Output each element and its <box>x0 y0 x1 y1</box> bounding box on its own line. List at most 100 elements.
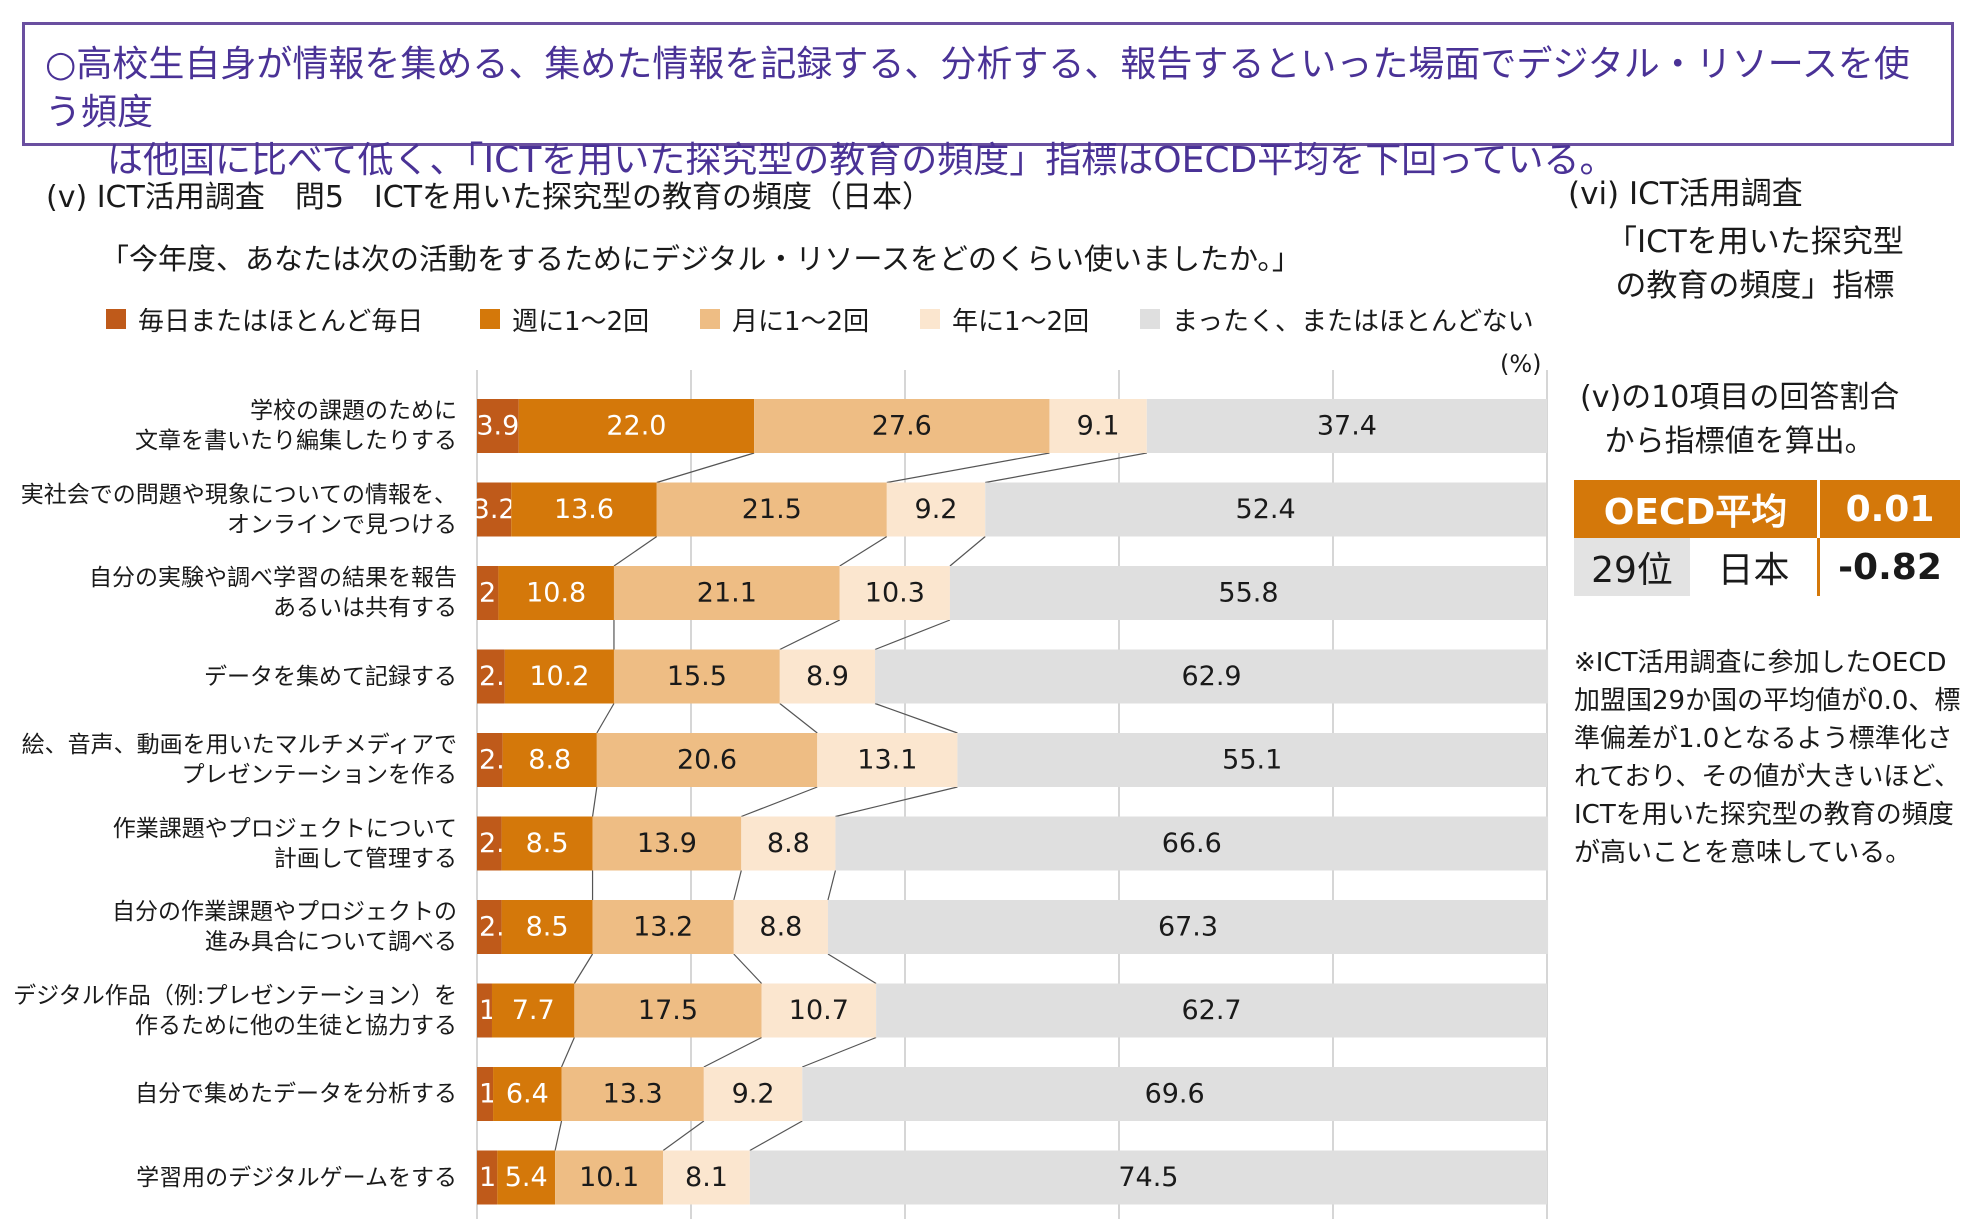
data-label: 15.5 <box>667 661 727 692</box>
connector-line <box>827 953 877 985</box>
data-label: 62.7 <box>1181 995 1241 1026</box>
data-label: 3.9 <box>476 411 519 442</box>
data-label: 37.4 <box>1317 411 1377 442</box>
japan-rank: 29位 <box>1574 538 1690 596</box>
data-label: 55.1 <box>1222 745 1282 776</box>
data-label: 13.6 <box>554 494 614 525</box>
data-label: 8.5 <box>526 912 569 943</box>
bar-segment <box>596 733 818 787</box>
panel-calc-line-2: から指標値を算出。 <box>1604 424 1875 459</box>
bar-segment <box>886 482 986 537</box>
data-label: 55.8 <box>1218 578 1278 609</box>
data-label: 10.7 <box>789 995 849 1026</box>
legend-swatch-yearly <box>920 309 940 329</box>
summary-line-2: は他国に比べて低く、「ICTを用いた探究型の教育の頻度」指標はOECD平均を下回… <box>107 140 1616 181</box>
row-label-line: あるいは共有する <box>273 595 457 621</box>
data-label: 74.5 <box>1118 1162 1178 1193</box>
connector-line <box>874 702 958 734</box>
connector-line <box>741 786 818 818</box>
legend-label-monthly: 月に1～2回 <box>732 306 870 337</box>
unit-label: (%) <box>1500 350 1542 378</box>
index-table: OECD平均 0.01 29位 日本 -0.82 <box>1574 480 1960 596</box>
bar-segment <box>592 816 742 871</box>
bar-segment <box>501 900 593 954</box>
bar-segment <box>477 900 502 954</box>
bar-segment <box>477 649 505 704</box>
row-label: 作業課題やプロジェクトについて計画して管理する <box>113 814 457 874</box>
bar-segment <box>613 649 780 704</box>
connector-line <box>656 452 755 484</box>
bar-segment <box>957 733 1547 787</box>
row-label-line: 絵、音声、動画を用いたマルチメディアで <box>21 732 457 758</box>
legend-item-weekly: 週に1～2回 <box>480 302 650 337</box>
row-label: 学習用のデジタルゲームをする <box>136 1163 457 1193</box>
data-label: 7.7 <box>512 995 555 1026</box>
bar-segment <box>477 482 512 537</box>
row-label-line: 自分で集めたデータを分析する <box>135 1081 457 1107</box>
bar-segment <box>875 649 1549 704</box>
bar-segment <box>613 566 840 620</box>
connector-line <box>779 703 818 734</box>
legend-label-weekly: 週に1～2回 <box>512 306 650 337</box>
bar-segment <box>477 1067 494 1121</box>
data-label: 8.8 <box>767 828 810 859</box>
connector-line <box>560 1037 575 1068</box>
data-label: 8.5 <box>526 828 569 859</box>
connector-line <box>874 619 951 651</box>
row-label-line: 作業課題やプロジェクトについて <box>112 815 457 842</box>
bar-segment <box>827 900 1549 954</box>
bar-segment <box>501 816 593 871</box>
bar-segment <box>817 733 958 787</box>
row-label: 自分で集めたデータを分析する <box>135 1079 457 1109</box>
row-label-line: 実社会での問題や現象についての情報を、 <box>20 481 457 508</box>
data-label: 10.3 <box>865 578 925 609</box>
connector-line <box>949 536 986 567</box>
bar-segment <box>761 983 877 1038</box>
row-label: 実社会での問題や現象についての情報を、オンラインで見つける <box>21 480 457 540</box>
data-label: 9.2 <box>915 494 958 525</box>
data-label: 9.2 <box>732 1079 775 1110</box>
bar-segment <box>502 733 597 787</box>
bar-segment <box>504 649 614 704</box>
chart-question: 「今年度、あなたは次の活動をするためにデジタル・リソースをどのくらい使いましたか… <box>100 242 1301 276</box>
bar-segment <box>574 983 762 1038</box>
row-label: 絵、音声、動画を用いたマルチメディアで プレゼンテーションを作る <box>22 730 457 790</box>
bar-segment <box>477 983 492 1038</box>
data-label: 10.1 <box>579 1162 639 1193</box>
data-label: 10.8 <box>526 578 586 609</box>
bar-segment <box>779 649 876 704</box>
legend-label-never: まったく、またはほとんどない <box>1172 306 1534 337</box>
bar-segment <box>518 399 755 453</box>
row-label-line: 計画して管理する <box>273 845 457 872</box>
data-label: 13.1 <box>857 745 917 776</box>
data-label: 17.5 <box>638 995 698 1026</box>
data-label: 13.3 <box>603 1079 663 1110</box>
bar-segment <box>749 1150 1547 1205</box>
row-label-line: 文章を書いたり編集したりする <box>135 428 457 454</box>
oecd-value: 0.01 <box>1817 480 1960 538</box>
panel-calc: (v)の10項目の回答割合 から指標値を算出。 <box>1580 376 1899 464</box>
panel-subtitle-line-2: の教育の頻度」指標 <box>1615 268 1895 304</box>
bar-segment <box>733 900 828 954</box>
connector-line <box>827 870 837 901</box>
legend-swatch-weekly <box>480 309 500 329</box>
bar-segment <box>1146 399 1547 453</box>
row-label-line: 作るために他の生徒と協力する <box>135 1012 457 1039</box>
bar-segment <box>498 566 614 620</box>
bar-segment <box>491 983 575 1038</box>
row-label-line: オンラインで見つける <box>227 511 457 538</box>
row-label: 自分の作業課題やプロジェクトの 進み具合について調べる <box>112 897 457 957</box>
bar-segment <box>477 566 499 620</box>
bar-segment <box>656 482 887 537</box>
bar-segment <box>839 566 950 620</box>
bar-segment <box>703 1067 803 1121</box>
panel-calc-line-1: (v)の10項目の回答割合 <box>1580 380 1900 415</box>
oecd-row: OECD平均 0.01 <box>1574 480 1960 538</box>
data-label: 13.2 <box>633 912 693 943</box>
data-label: 9.1 <box>1077 411 1120 442</box>
data-label: 5.4 <box>505 1162 548 1193</box>
row-label: 学校の課題のために 文章を書いたり編集したりする <box>135 396 457 456</box>
connector-line <box>835 786 958 818</box>
stacked-bar-chart: 3.922.027.69.137.43.213.621.59.252.42.01… <box>473 370 1549 1219</box>
row-label: デジタル作品（例:プレゼンテーション）を 作るために他の生徒と協力する <box>13 981 457 1041</box>
